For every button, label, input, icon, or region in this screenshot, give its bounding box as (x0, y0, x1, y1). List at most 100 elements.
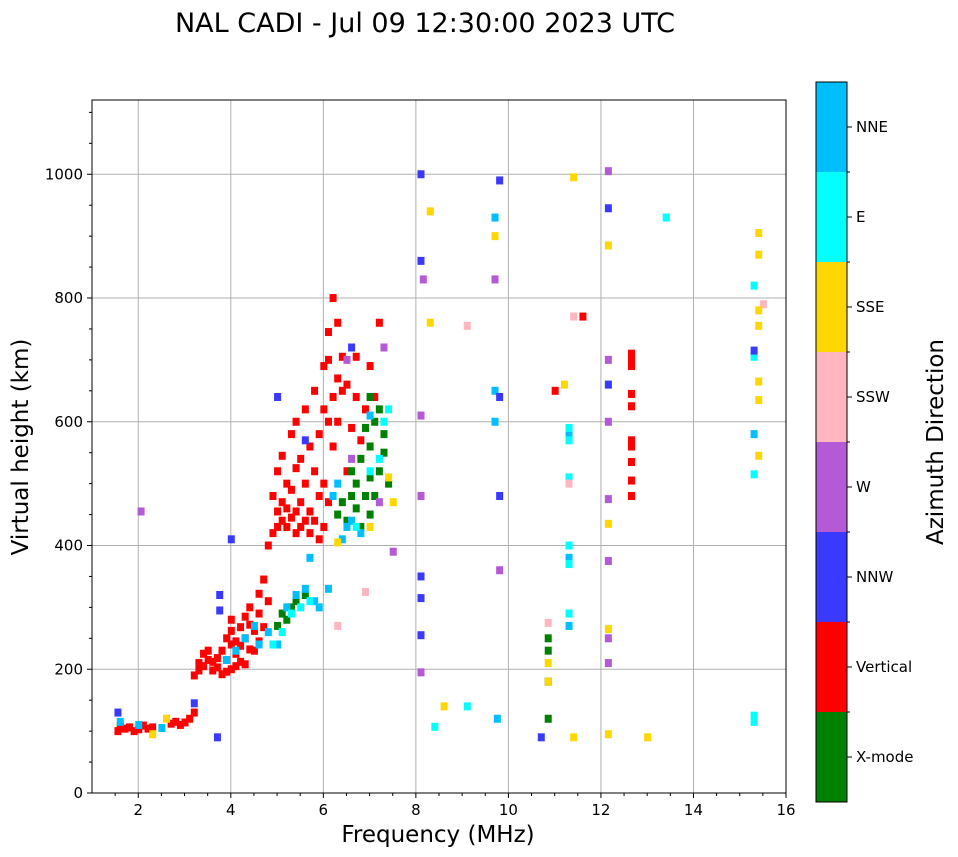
data-point (570, 312, 578, 321)
x-tick-label: 4 (226, 801, 236, 819)
data-point (329, 294, 337, 302)
data-point (357, 522, 365, 531)
data-point (287, 430, 295, 439)
data-point (463, 321, 471, 330)
data-point (241, 660, 249, 669)
data-point (604, 625, 612, 634)
data-point (371, 417, 379, 426)
data-point (209, 657, 217, 666)
colorbar-tick-label: Vertical (856, 658, 912, 676)
data-point (628, 362, 636, 371)
data-point (223, 655, 231, 664)
data-point (306, 507, 314, 516)
data-point (544, 634, 552, 643)
data-point (565, 473, 573, 482)
data-point (755, 229, 763, 238)
data-point (237, 641, 245, 650)
data-point (324, 498, 332, 507)
data-point (493, 714, 501, 723)
data-point (565, 553, 573, 562)
data-point (135, 720, 143, 729)
data-point (750, 281, 758, 290)
plot-area: 2 4 6 8 10 12 14 16 0 200 400 600 800 1000 (45, 99, 796, 819)
data-point (218, 670, 226, 679)
data-point (306, 597, 314, 606)
data-point (361, 492, 369, 500)
data-point (565, 560, 573, 569)
data-point (604, 659, 612, 668)
data-point (352, 479, 360, 488)
data-point (278, 609, 286, 618)
data-point (209, 666, 217, 675)
data-point (565, 541, 573, 550)
data-point (216, 606, 224, 615)
data-point (496, 566, 504, 575)
data-point (246, 620, 254, 629)
data-point (417, 594, 425, 603)
data-point (255, 609, 263, 618)
data-point (755, 250, 763, 259)
data-point (491, 417, 499, 426)
data-point (149, 723, 157, 732)
data-point (551, 386, 559, 395)
data-point (232, 646, 240, 655)
data-point (232, 662, 240, 671)
colorbar-segment (816, 442, 847, 532)
data-point (237, 623, 245, 632)
data-point (292, 597, 300, 606)
colorbar-tick-label: SSE (856, 298, 885, 316)
data-point (283, 603, 291, 612)
data-point (380, 417, 388, 426)
data-point (491, 213, 499, 222)
colorbar-segment (816, 172, 847, 262)
data-point (352, 393, 360, 401)
data-point (287, 603, 295, 612)
data-point (343, 522, 351, 531)
data-point (338, 535, 346, 544)
colorbar-tick-label: W (856, 478, 871, 496)
data-point (644, 733, 652, 742)
data-point (491, 232, 499, 241)
data-point (417, 668, 425, 677)
data-point (352, 522, 360, 531)
data-point (223, 634, 231, 643)
y-tick-label: 200 (54, 660, 83, 678)
data-point (440, 702, 448, 711)
data-point (604, 519, 612, 528)
data-point (604, 556, 612, 565)
data-point (232, 637, 240, 646)
data-point (628, 436, 636, 445)
data-point (371, 492, 379, 500)
data-point (750, 430, 758, 439)
data-point (579, 312, 587, 321)
data-point (283, 504, 291, 513)
data-point (565, 423, 573, 432)
data-point (343, 380, 351, 389)
data-point (366, 362, 374, 371)
data-point (329, 442, 337, 451)
data-point (570, 173, 578, 182)
data-point (190, 699, 198, 708)
data-point (417, 170, 425, 179)
data-point (348, 454, 356, 463)
data-point (417, 572, 425, 581)
data-point (274, 507, 282, 516)
data-point (320, 479, 328, 488)
data-point (750, 346, 758, 355)
colorbar-tick-label: X-mode (856, 748, 913, 766)
x-tick-label: 10 (499, 801, 518, 819)
data-point (223, 667, 231, 676)
data-point (130, 727, 138, 736)
data-point (496, 393, 504, 401)
colorbar: X-mode Vertical NNW W SSW SSE E NNE (815, 81, 913, 803)
data-point (375, 467, 383, 476)
data-point (604, 380, 612, 389)
y-tick-label: 800 (54, 289, 83, 307)
data-point (759, 300, 767, 309)
y-tick-label: 400 (54, 537, 83, 555)
y-tick-label: 1000 (45, 165, 83, 183)
data-point (375, 318, 383, 327)
chart-title: NAL CADI - Jul 09 12:30:00 2023 UTC (175, 8, 675, 39)
data-point (320, 362, 328, 371)
